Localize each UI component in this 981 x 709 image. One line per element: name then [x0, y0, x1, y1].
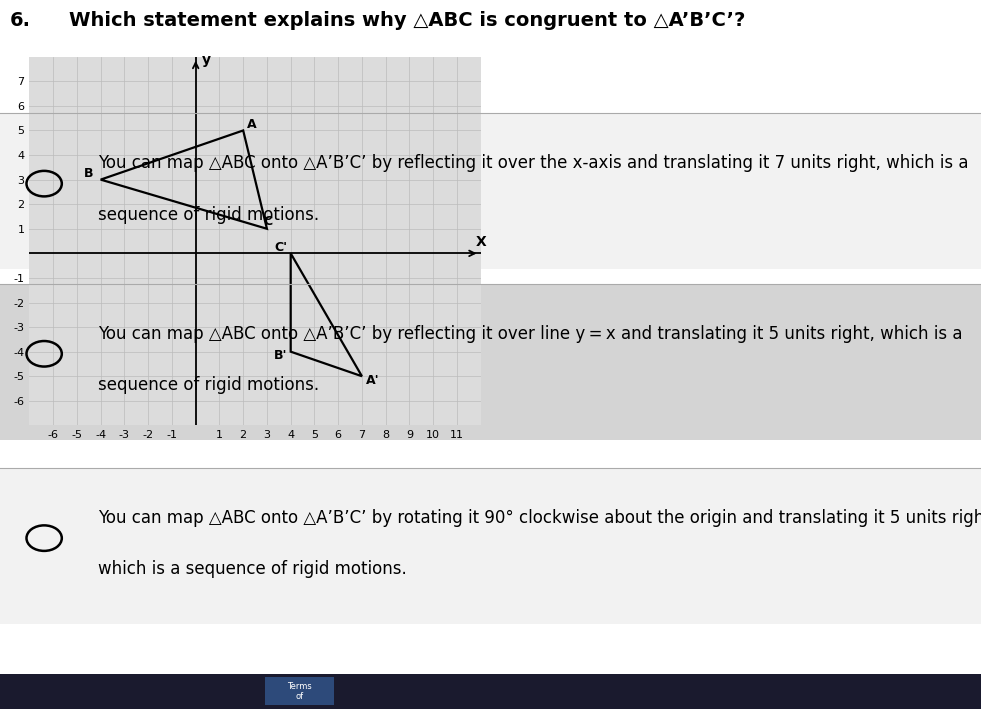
Text: You can map △ABC onto △A’B’C’ by reflecting it over the x-axis and translating i: You can map △ABC onto △A’B’C’ by reflect…	[98, 155, 968, 172]
Text: C': C'	[274, 241, 287, 254]
Text: y: y	[202, 53, 211, 67]
Text: X: X	[476, 235, 487, 249]
Text: Terms
of: Terms of	[286, 681, 312, 701]
Text: which is a sequence of rigid motions.: which is a sequence of rigid motions.	[98, 560, 407, 579]
Text: C: C	[263, 215, 273, 228]
Text: A: A	[247, 118, 256, 131]
Text: 6.: 6.	[10, 11, 30, 30]
Text: Which statement explains why △ABC is congruent to △A’B’C’?: Which statement explains why △ABC is con…	[69, 11, 745, 30]
Text: B: B	[84, 167, 93, 180]
Text: sequence of rigid motions.: sequence of rigid motions.	[98, 376, 319, 394]
Text: You can map △ABC onto △A’B’C’ by reflecting it over line y = x and translating i: You can map △ABC onto △A’B’C’ by reflect…	[98, 325, 962, 342]
Text: B': B'	[274, 349, 287, 362]
Text: You can map △ABC onto △A’B’C’ by rotating it 90° clockwise about the origin and : You can map △ABC onto △A’B’C’ by rotatin…	[98, 509, 981, 527]
Text: sequence of rigid motions.: sequence of rigid motions.	[98, 206, 319, 224]
Text: A': A'	[366, 374, 379, 386]
